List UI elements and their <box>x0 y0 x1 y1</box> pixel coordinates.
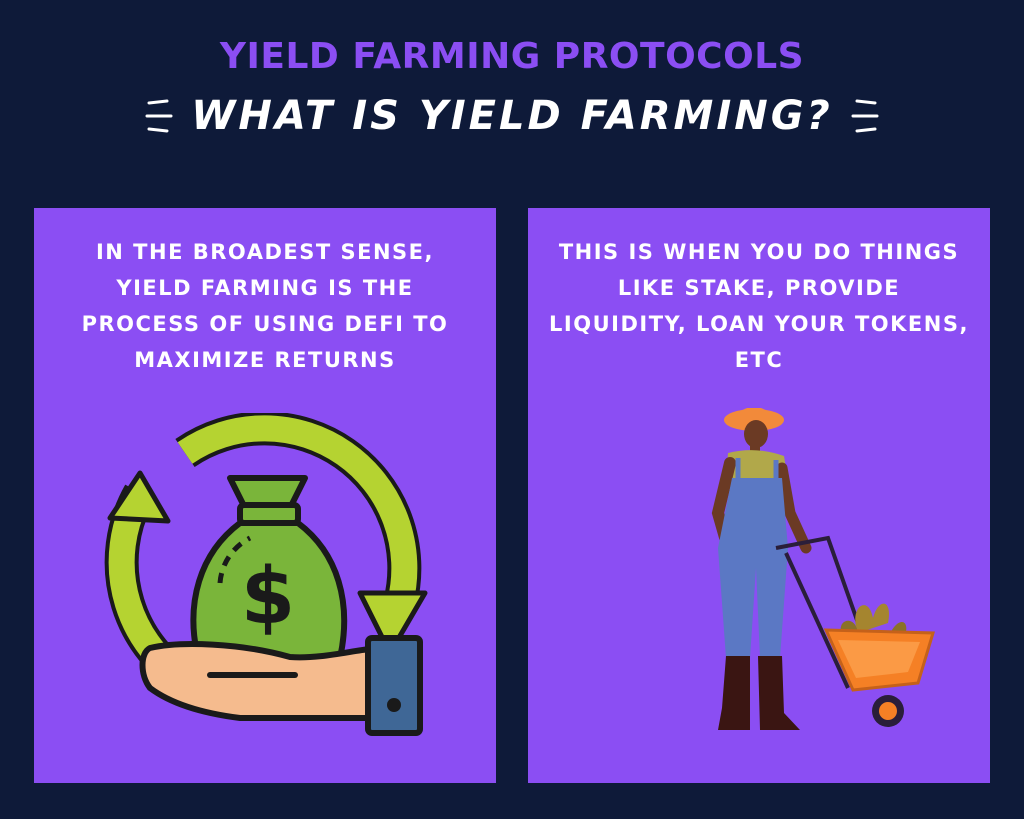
sparkle-left-icon <box>145 99 173 133</box>
examples-card: THIS IS WHEN YOU DO THINGS LIKE STAKE, P… <box>528 208 990 783</box>
definition-text: IN THE BROADEST SENSE, YIELD FARMING IS … <box>81 240 449 372</box>
definition-card: IN THE BROADEST SENSE, YIELD FARMING IS … <box>34 208 496 783</box>
farmer-wheelbarrow-illustration <box>711 408 935 730</box>
subtitle-row: WHAT IS YIELD FARMING? <box>0 86 1024 146</box>
page-title: YIELD FARMING PROTOCOLS <box>219 36 805 77</box>
svg-text:$: $ <box>241 552 295 642</box>
sparkle-right-icon <box>851 99 879 133</box>
page-subtitle: WHAT IS YIELD FARMING? <box>191 93 833 139</box>
money-bag-cycle-icon: $ <box>104 413 428 736</box>
examples-text: THIS IS WHEN YOU DO THINGS LIKE STAKE, P… <box>549 240 969 372</box>
